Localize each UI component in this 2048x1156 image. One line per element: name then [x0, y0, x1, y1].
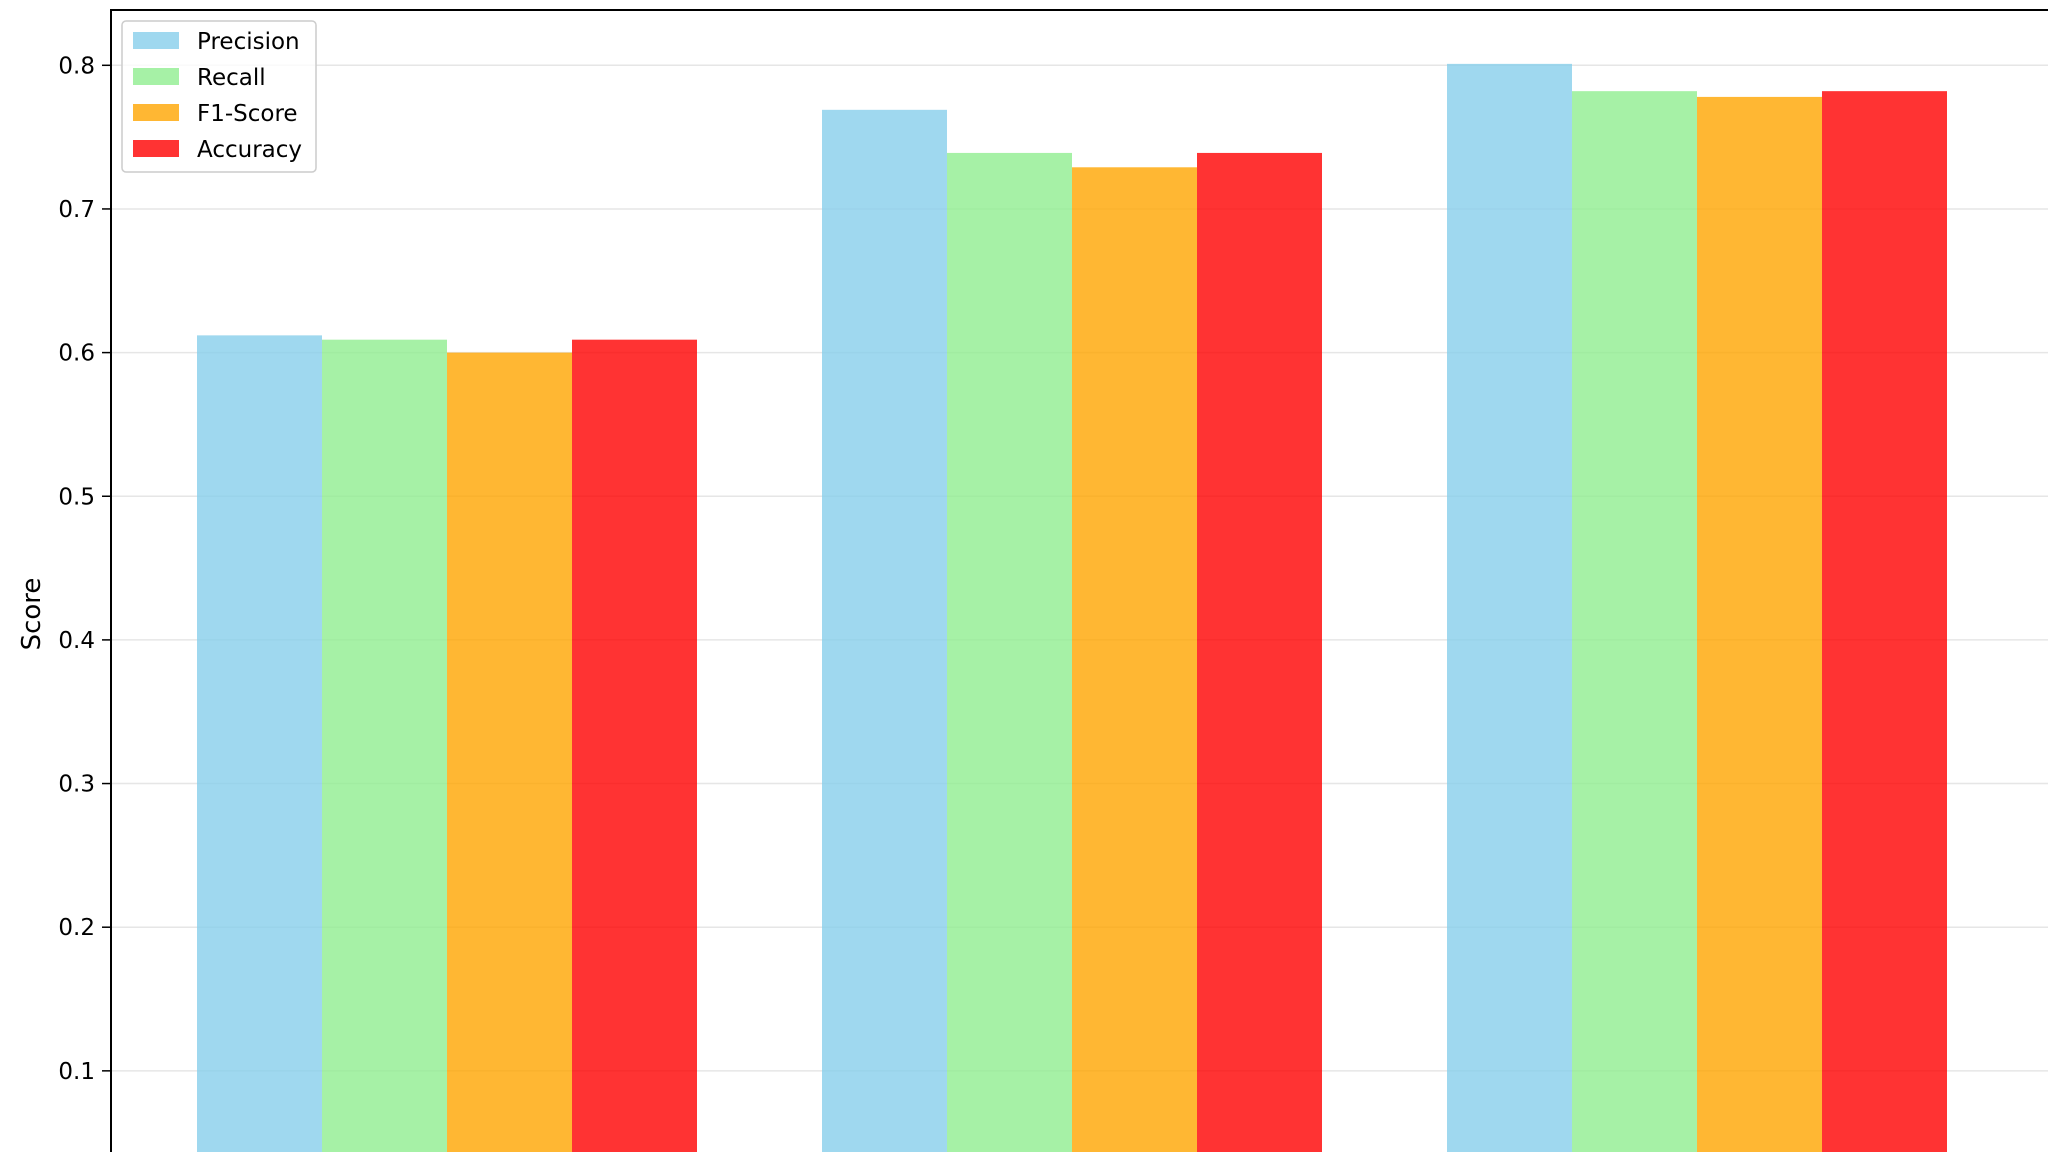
legend-swatch [133, 140, 179, 157]
bar-recall-3 [1572, 91, 1697, 1156]
bar-accuracy-3 [1822, 91, 1947, 1156]
y-tick-label: 0.1 [58, 1059, 95, 1085]
bar-precision-1 [197, 335, 322, 1156]
bar-recall-1 [322, 339, 447, 1156]
legend-label: Precision [197, 29, 300, 55]
y-tick-label: 0.3 [58, 772, 95, 798]
y-tick-label: 0.7 [58, 197, 95, 223]
y-axis-ticks: 0.1 0.2 0.3 0.4 0.5 0.6 0.7 0.8 [58, 53, 111, 1085]
bar-accuracy-1 [572, 339, 697, 1156]
y-tick-label: 0.6 [58, 341, 95, 367]
bar-f1-score-2 [1072, 167, 1197, 1156]
legend-label: F1-Score [197, 101, 298, 127]
bar-accuracy-2 [1197, 152, 1322, 1156]
bar-f1-score-1 [447, 352, 572, 1156]
y-axis-label: Score [17, 578, 47, 651]
y-tick-label: 0.4 [58, 628, 95, 654]
legend-swatch [133, 104, 179, 121]
legend-items: Precision Recall F1-Score Accuracy [133, 29, 302, 163]
legend: Precision Recall F1-Score Accuracy [121, 20, 317, 173]
legend-swatch [133, 32, 179, 49]
y-tick-label: 0.2 [58, 915, 95, 941]
legend-label: Accuracy [197, 137, 302, 163]
bar-precision-2 [822, 109, 947, 1156]
y-tick-label: 0.5 [58, 484, 95, 510]
plot-frame [110, 9, 2048, 1156]
legend-label: Recall [197, 65, 266, 91]
bar-f1-score-3 [1697, 96, 1822, 1156]
bars [197, 63, 1947, 1156]
legend-swatch [133, 68, 179, 85]
bar-recall-2 [947, 152, 1072, 1156]
y-tick-label: 0.8 [58, 53, 95, 79]
legend-frame [121, 20, 317, 173]
bar-precision-3 [1447, 63, 1572, 1156]
